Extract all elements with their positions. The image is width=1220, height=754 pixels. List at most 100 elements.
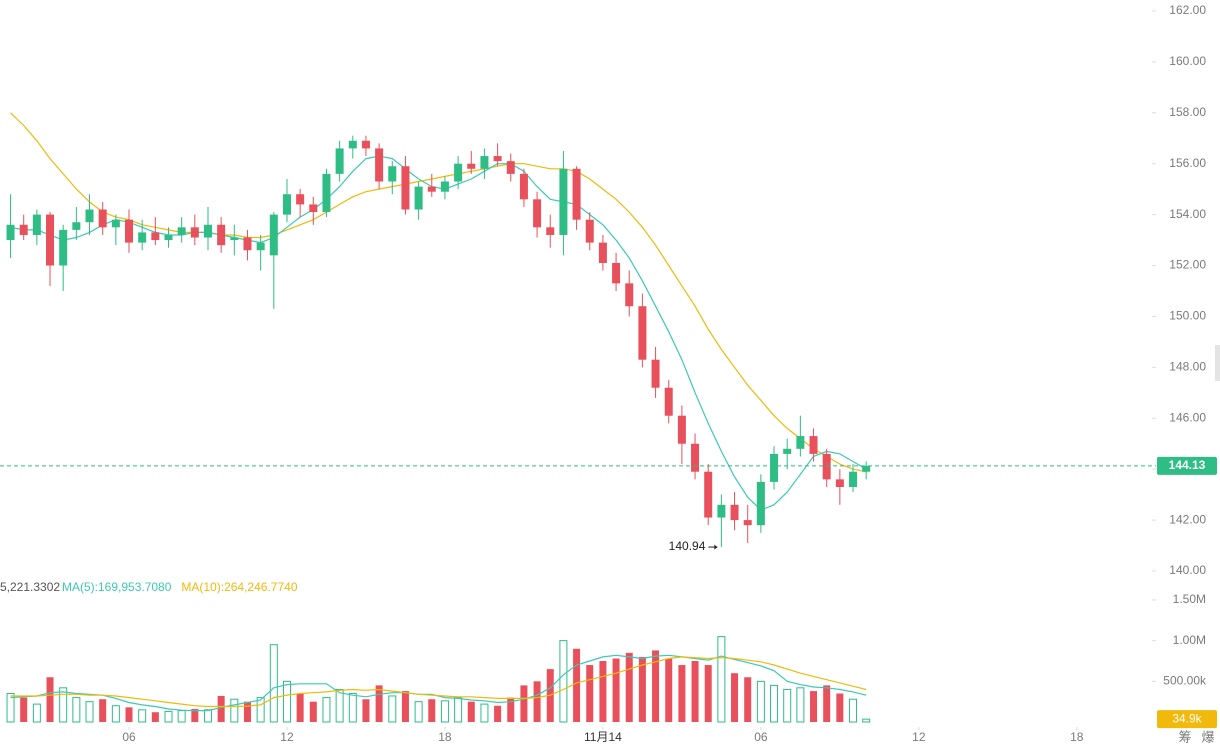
volume-bar bbox=[612, 658, 620, 722]
x-tick-label: 12 bbox=[280, 730, 294, 744]
volume-bar bbox=[625, 652, 633, 722]
volume-bar bbox=[796, 687, 805, 723]
volume-bar bbox=[756, 680, 765, 723]
volume-bar bbox=[731, 673, 739, 722]
y-tick-label: 158.00 bbox=[1169, 105, 1206, 119]
volume-bar bbox=[665, 658, 673, 722]
candle-body bbox=[796, 436, 805, 449]
volume-bar bbox=[59, 687, 68, 723]
volume-bar bbox=[638, 656, 646, 722]
y-tick-label: 162.00 bbox=[1169, 3, 1206, 17]
last-price-label: 144.13 bbox=[1169, 458, 1206, 472]
candle-body bbox=[809, 436, 818, 454]
volume-bar bbox=[375, 685, 383, 722]
volume-legend: 5,221.3302 bbox=[0, 580, 60, 594]
volume-bar bbox=[428, 699, 436, 722]
volume-bar bbox=[177, 710, 186, 723]
candle-body bbox=[375, 148, 384, 182]
volume-bar bbox=[72, 697, 81, 723]
candle-body bbox=[401, 166, 410, 210]
candle-body bbox=[664, 387, 673, 416]
candle-body bbox=[717, 504, 726, 518]
candle-body bbox=[151, 232, 160, 241]
volume-bar bbox=[388, 695, 397, 723]
candle-body bbox=[559, 168, 568, 235]
y-tick-label: 150.00 bbox=[1169, 309, 1206, 323]
candle-body bbox=[493, 156, 502, 162]
candle-body bbox=[440, 181, 449, 192]
candle-body bbox=[256, 242, 265, 251]
candle-body bbox=[203, 224, 212, 238]
volume-bar bbox=[717, 636, 726, 723]
volume-bar bbox=[414, 701, 423, 723]
candle-body bbox=[243, 237, 252, 251]
candle-body bbox=[691, 443, 700, 472]
candle-body bbox=[296, 194, 305, 205]
candle-body bbox=[322, 173, 331, 213]
candle-body bbox=[388, 166, 397, 182]
x-tick-label: 06 bbox=[122, 730, 136, 744]
candle-body bbox=[730, 504, 739, 521]
candle-body bbox=[756, 481, 765, 526]
toolbar-button[interactable]: 筹 bbox=[1178, 729, 1191, 744]
volume-bar bbox=[20, 697, 28, 722]
candle-body bbox=[519, 173, 528, 200]
candle-body bbox=[230, 237, 239, 241]
volume-bar bbox=[507, 697, 515, 722]
volume-bar bbox=[99, 699, 107, 722]
candle-body bbox=[32, 214, 41, 235]
candle-body bbox=[467, 163, 476, 169]
volume-ma-line bbox=[10, 656, 867, 708]
candle-body bbox=[862, 465, 871, 472]
candle-body bbox=[282, 194, 291, 215]
candle-body bbox=[704, 471, 713, 518]
side-handle[interactable] bbox=[1215, 345, 1220, 381]
candle-body bbox=[414, 186, 423, 210]
candle-body bbox=[822, 453, 831, 480]
volume-bar bbox=[111, 705, 120, 723]
volume-bar bbox=[6, 693, 15, 723]
volume-bar bbox=[362, 699, 370, 722]
y-tick-label: 500.00k bbox=[1163, 673, 1207, 687]
candle-body bbox=[190, 227, 199, 238]
x-tick-label: 18 bbox=[438, 730, 452, 744]
candle-body bbox=[572, 168, 581, 220]
candle-body bbox=[125, 219, 134, 243]
volume-bar bbox=[836, 693, 844, 722]
volume-bar bbox=[783, 688, 792, 723]
low-annotation: 140.94 bbox=[669, 539, 706, 553]
candle-body bbox=[585, 219, 594, 243]
volume-bar bbox=[440, 700, 449, 723]
volume-bar bbox=[494, 705, 502, 722]
candle-body bbox=[849, 471, 858, 487]
candle-body bbox=[138, 232, 147, 243]
volume-bar bbox=[744, 677, 752, 722]
toolbar-button[interactable]: 爆 bbox=[1201, 729, 1214, 744]
candle-body bbox=[269, 214, 278, 256]
candle-body bbox=[783, 448, 792, 454]
volume-bar bbox=[243, 701, 251, 722]
candle-body bbox=[651, 359, 660, 388]
y-tick-label: 156.00 bbox=[1169, 156, 1206, 170]
volume-bar bbox=[652, 650, 660, 722]
volume-bar bbox=[862, 718, 871, 723]
volume-bar bbox=[678, 665, 686, 722]
volume-bar bbox=[46, 677, 54, 722]
candle-body bbox=[6, 224, 15, 241]
x-tick-label: 12 bbox=[912, 730, 926, 744]
candle-body bbox=[638, 306, 647, 360]
candle-body bbox=[85, 209, 94, 223]
volume-bar bbox=[85, 701, 94, 723]
candle-body bbox=[217, 224, 226, 246]
volume-bar bbox=[125, 707, 133, 722]
candle-body bbox=[743, 520, 752, 526]
volume-bar bbox=[230, 698, 239, 723]
volume-bar bbox=[335, 688, 344, 723]
volume-bar bbox=[559, 640, 568, 723]
volume-bar bbox=[322, 697, 331, 723]
candle-body bbox=[177, 227, 186, 235]
volume-bar bbox=[348, 693, 357, 723]
candle-body bbox=[612, 262, 621, 284]
volume-bar bbox=[191, 708, 199, 722]
